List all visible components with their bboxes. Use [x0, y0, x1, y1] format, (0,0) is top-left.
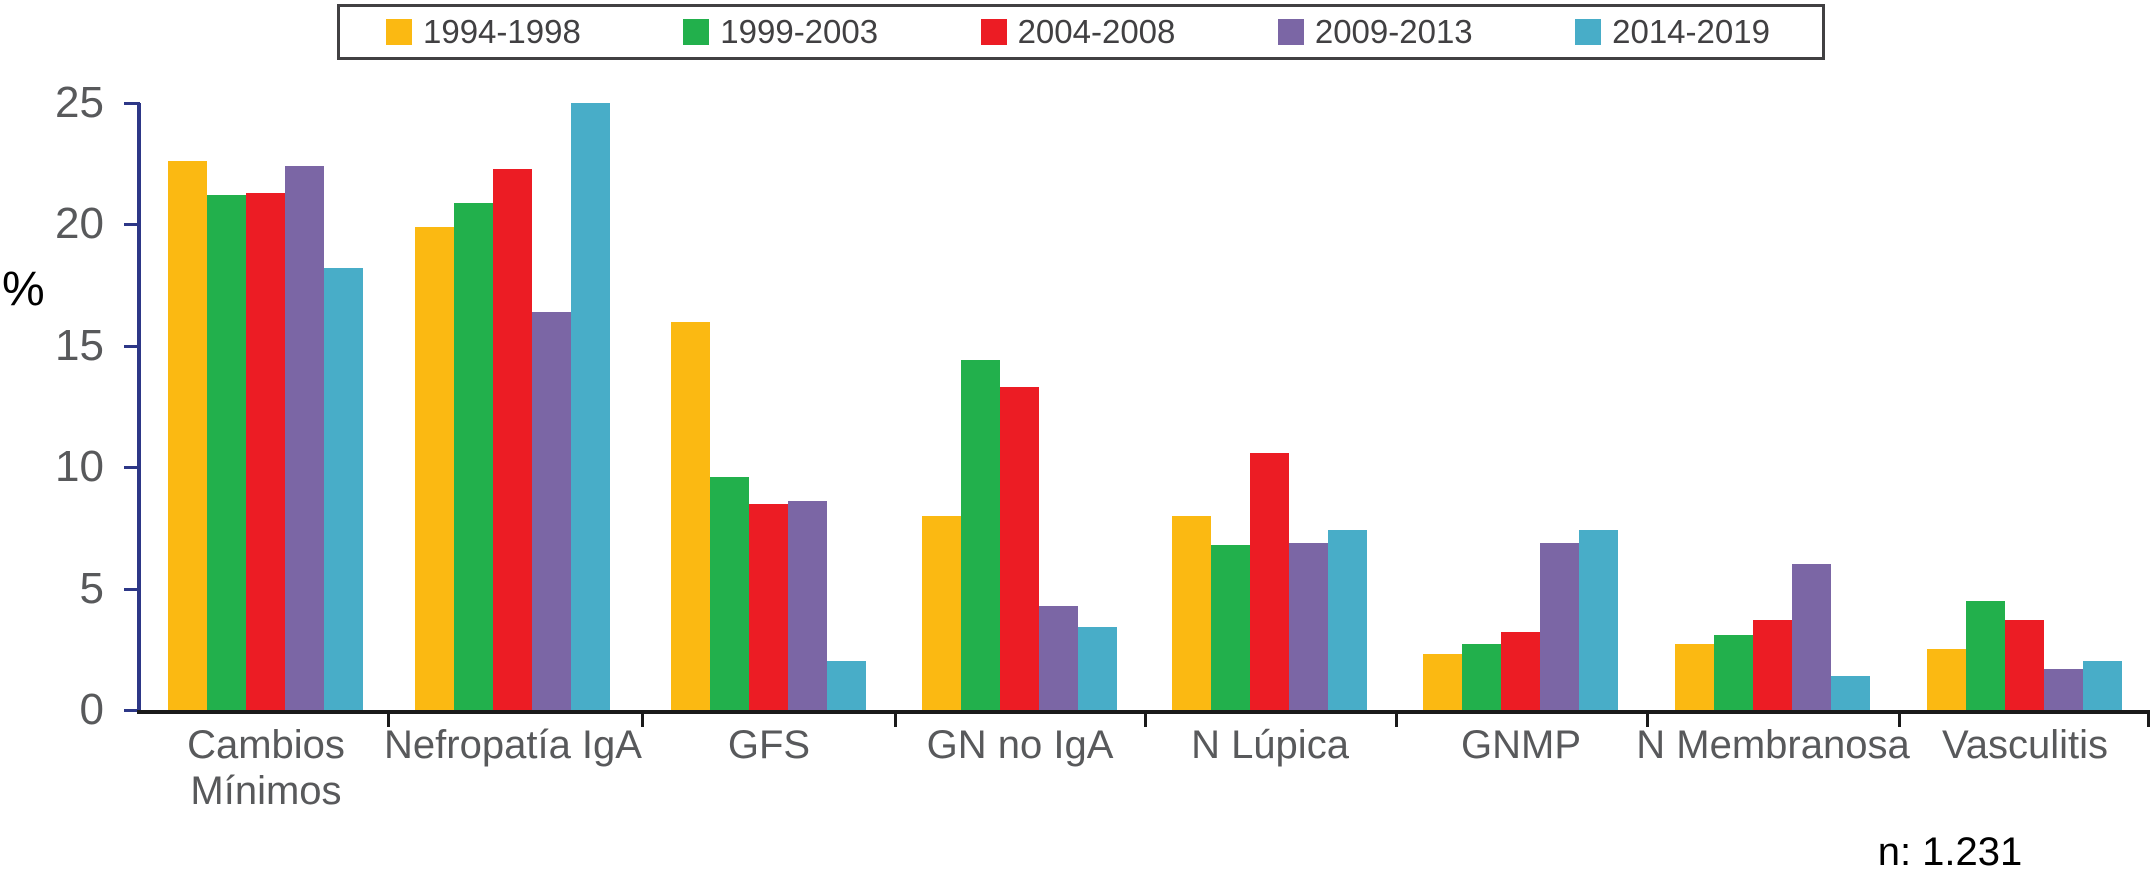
- legend-label: 1994-1998: [423, 13, 581, 50]
- y-tick-mark: [124, 709, 140, 712]
- y-tick-mark: [124, 344, 140, 348]
- legend-item-1994-1998: 1994-1998: [386, 13, 581, 51]
- bar-n-l-pica-2004-2008: [1250, 452, 1289, 710]
- x-tick-mark: [387, 712, 390, 727]
- bar-group-nefropat-a-iga: [415, 103, 611, 710]
- bar-group-n-membranosa: [1675, 564, 1871, 710]
- legend-swatch-icon: [386, 19, 412, 45]
- y-axis-line: [137, 103, 141, 714]
- legend: 1994-1998 1999-2003 2004-2008 2009-2013 2014…: [337, 4, 1825, 60]
- x-tick-mark: [1646, 712, 1649, 727]
- x-tick-mark: [641, 712, 644, 727]
- bar-n-membranosa-1994-1998: [1675, 644, 1714, 710]
- y-tick-label: 5: [79, 563, 104, 613]
- sample-size-annotation: n: 1.231: [1877, 830, 2023, 874]
- legend-swatch-icon: [683, 19, 710, 45]
- y-tick-label: 10: [55, 442, 104, 492]
- bar-cambios-m-nimos-2009-2013: [285, 166, 324, 710]
- bar-n-membranosa-2009-2013: [1792, 564, 1831, 710]
- legend-swatch-icon: [1277, 19, 1304, 45]
- bar-nefropat-a-iga-2004-2008: [493, 168, 532, 710]
- bar-gfs-2004-2008: [749, 503, 788, 710]
- category-label-vasculitis: Vasculitis: [1942, 723, 2108, 767]
- y-axis-label: %: [2, 263, 45, 316]
- bar-gn-no-iga-2014-2019: [1078, 627, 1117, 710]
- x-tick-mark: [1898, 712, 1901, 727]
- legend-label: 2009-2013: [1314, 13, 1473, 50]
- legend-item-2014-2019: 2014-2019: [1575, 13, 1770, 51]
- y-tick-label: 25: [55, 78, 104, 127]
- bar-gn-no-iga-2004-2008: [1000, 387, 1039, 710]
- bar-gnmp-2004-2008: [1501, 632, 1540, 710]
- category-label-n-membranosa: N Membranosa: [1636, 723, 1910, 767]
- bar-vasculitis-2004-2008: [2005, 620, 2044, 710]
- category-label-nefropat-a-iga: Nefropatía IgA: [384, 723, 642, 767]
- legend-swatch-icon: [1575, 19, 1602, 45]
- bar-nefropat-a-iga-1999-2003: [454, 202, 493, 710]
- x-tick-mark: [1395, 712, 1398, 727]
- category-label-cambios-m-nimos: Cambios Mínimos: [187, 723, 345, 813]
- bar-group-cambios-m-nimos: [168, 161, 364, 710]
- bar-nefropat-a-iga-2014-2019: [571, 103, 610, 710]
- bar-group-n-l-pica: [1172, 452, 1368, 710]
- category-label-gnmp: GNMP: [1461, 723, 1581, 767]
- y-tick-mark: [124, 102, 140, 105]
- bar-nefropat-a-iga-2009-2013: [532, 311, 571, 710]
- y-tick-mark: [124, 466, 140, 470]
- bar-group-vasculitis: [1927, 600, 2123, 710]
- bar-vasculitis-1999-2003: [1966, 600, 2005, 710]
- bar-n-membranosa-2004-2008: [1753, 620, 1792, 710]
- bar-group-gn-no-iga: [922, 360, 1118, 710]
- bar-cambios-m-nimos-2004-2008: [246, 192, 285, 710]
- bar-vasculitis-2009-2013: [2044, 668, 2083, 710]
- bar-nefropat-a-iga-1994-1998: [415, 226, 454, 710]
- bar-gnmp-1994-1998: [1423, 654, 1462, 710]
- category-label-n-l-pica: N Lúpica: [1191, 723, 1349, 767]
- bar-n-l-pica-2014-2019: [1328, 530, 1367, 710]
- category-label-gfs: GFS: [727, 723, 811, 767]
- bar-gn-no-iga-1994-1998: [922, 515, 961, 710]
- y-tick-label: 15: [55, 320, 104, 370]
- bar-vasculitis-1994-1998: [1927, 649, 1966, 710]
- y-tick-label: 0: [79, 685, 104, 734]
- bar-n-l-pica-2009-2013: [1289, 542, 1328, 710]
- bar-gnmp-1999-2003: [1462, 644, 1501, 710]
- bar-gnmp-2014-2019: [1579, 530, 1618, 710]
- bar-n-l-pica-1994-1998: [1172, 515, 1211, 710]
- bar-cambios-m-nimos-1999-2003: [207, 195, 246, 710]
- bar-gfs-1999-2003: [710, 476, 749, 710]
- bar-cambios-m-nimos-1994-1998: [168, 161, 207, 710]
- bar-gn-no-iga-1999-2003: [961, 360, 1000, 710]
- legend-item-2009-2013: 2009-2013: [1277, 13, 1473, 51]
- legend-swatch-icon: [980, 19, 1007, 45]
- legend-item-2004-2008: 2004-2008: [980, 13, 1176, 51]
- bar-n-l-pica-1999-2003: [1211, 544, 1250, 710]
- bar-gfs-2014-2019: [827, 661, 866, 710]
- bar-gfs-2009-2013: [788, 501, 827, 710]
- y-tick-mark: [124, 587, 140, 591]
- bar-gfs-1994-1998: [671, 321, 710, 710]
- bar-gnmp-2009-2013: [1540, 542, 1579, 710]
- bar-gn-no-iga-2009-2013: [1039, 605, 1078, 710]
- x-tick-mark: [2147, 712, 2150, 727]
- bar-vasculitis-2014-2019: [2083, 661, 2122, 710]
- bar-n-membranosa-2014-2019: [1831, 676, 1870, 710]
- bar-cambios-m-nimos-2014-2019: [324, 268, 363, 710]
- legend-label: 2014-2019: [1612, 13, 1770, 50]
- y-tick-mark: [124, 223, 140, 227]
- bar-group-gnmp: [1423, 530, 1619, 710]
- legend-label: 1999-2003: [720, 13, 879, 50]
- bar-group-gfs: [671, 321, 867, 710]
- x-tick-mark: [894, 712, 897, 727]
- legend-label: 2004-2008: [1017, 13, 1176, 50]
- legend-item-1999-2003: 1999-2003: [683, 13, 878, 51]
- category-label-gn-no-iga: GN no IgA: [926, 723, 1114, 767]
- y-tick-label: 20: [55, 199, 104, 249]
- x-axis-line: [137, 710, 2150, 714]
- x-tick-mark: [1144, 712, 1147, 727]
- bar-n-membranosa-1999-2003: [1714, 634, 1753, 710]
